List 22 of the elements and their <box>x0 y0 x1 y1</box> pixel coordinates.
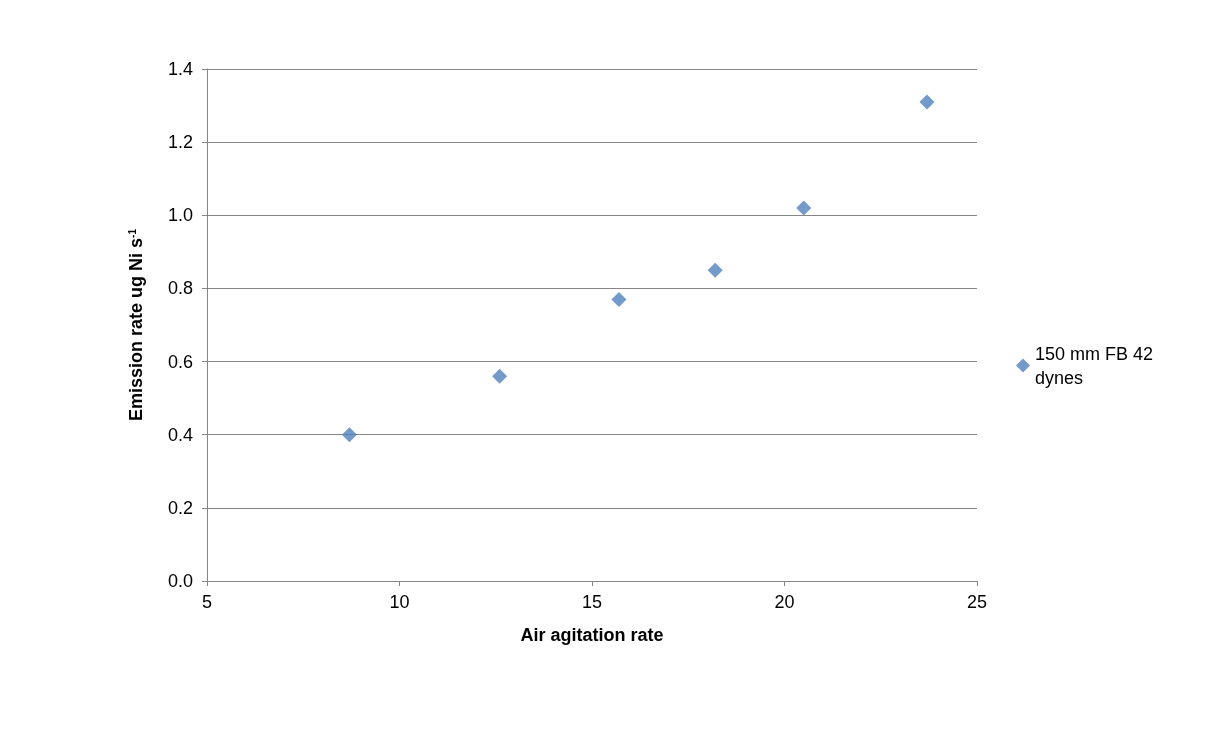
x-axis-title: Air agitation rate <box>520 625 664 645</box>
y-tick-label: 1.2 <box>167 132 193 153</box>
y-tick-label: 0.8 <box>167 278 193 299</box>
y-tick-label: 0.0 <box>167 571 193 591</box>
point <box>611 291 627 307</box>
y-tick-label: 1.0 <box>167 205 193 226</box>
point <box>707 262 723 278</box>
point <box>492 368 508 384</box>
x-tick-label: 25 <box>966 592 988 612</box>
point <box>796 200 812 216</box>
point <box>341 427 357 443</box>
x-tick-label: 10 <box>389 592 410 612</box>
y-tick-label: 0.4 <box>167 424 193 445</box>
y-tick-label: 1.4 <box>167 59 193 79</box>
y-tick-label: 0.2 <box>167 497 193 518</box>
y-axis-title: Emission rate ug Ni s-1 <box>126 228 146 421</box>
x-tick-label: 5 <box>201 592 213 612</box>
legend-label: 150 mm FB 42 dynes <box>1035 343 1159 388</box>
y-tick-label: 0.6 <box>167 351 193 372</box>
x-tick-label: 15 <box>581 592 603 612</box>
x-tick-label: 20 <box>774 592 795 612</box>
point <box>919 94 935 110</box>
